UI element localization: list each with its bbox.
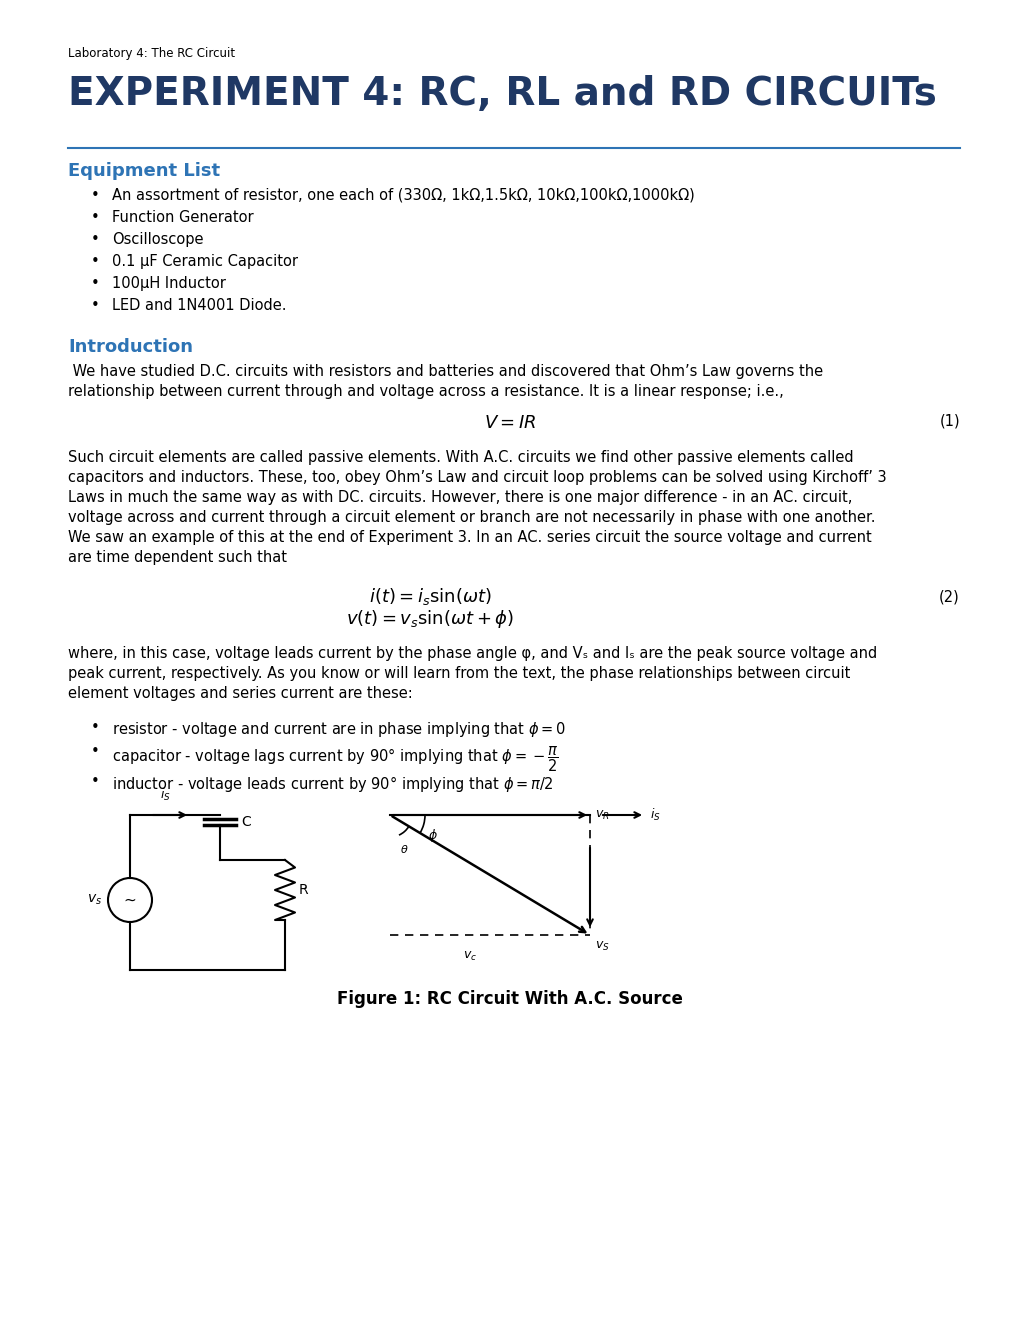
Text: $\mathit{v_S}$: $\mathit{v_S}$: [594, 940, 609, 953]
Text: •: •: [91, 298, 99, 313]
Text: relationship between current through and voltage across a resistance. It is a li: relationship between current through and…: [68, 384, 783, 399]
Text: $\phi$: $\phi$: [428, 828, 437, 843]
Text: resistor - voltage and current are in phase implying that $\phi = 0$: resistor - voltage and current are in ph…: [112, 719, 566, 739]
Text: $\mathit{i_S}$: $\mathit{i_S}$: [159, 787, 170, 803]
Text: peak current, respectively. As you know or will learn from the text, the phase r: peak current, respectively. As you know …: [68, 667, 850, 681]
Text: (1): (1): [938, 414, 959, 429]
Text: $\mathit{v_c}$: $\mathit{v_c}$: [463, 950, 477, 964]
Text: Laws in much the same way as with DC. circuits. However, there is one major diff: Laws in much the same way as with DC. ci…: [68, 490, 852, 506]
Text: •: •: [91, 210, 99, 224]
Text: Figure 1: RC Circuit With A.C. Source: Figure 1: RC Circuit With A.C. Source: [336, 990, 683, 1008]
Text: R: R: [299, 883, 309, 898]
Text: $V = IR$: $V = IR$: [483, 414, 536, 432]
Text: where, in this case, voltage leads current by the phase angle φ, and Vₛ and Iₛ a: where, in this case, voltage leads curre…: [68, 645, 876, 661]
Text: element voltages and series current are these:: element voltages and series current are …: [68, 686, 413, 701]
Text: Such circuit elements are called passive elements. With A.C. circuits we find ot: Such circuit elements are called passive…: [68, 450, 853, 465]
Text: Laboratory 4: The RC Circuit: Laboratory 4: The RC Circuit: [68, 48, 235, 59]
Text: LED and 1N4001 Diode.: LED and 1N4001 Diode.: [112, 298, 286, 313]
Text: Oscilloscope: Oscilloscope: [112, 232, 204, 247]
Text: 0.1 μF Ceramic Capacitor: 0.1 μF Ceramic Capacitor: [112, 253, 298, 269]
Text: are time dependent such that: are time dependent such that: [68, 550, 286, 565]
Text: $\mathit{v_R}$: $\mathit{v_R}$: [594, 808, 609, 821]
Text: •: •: [91, 276, 99, 290]
Text: We have studied D.C. circuits with resistors and batteries and discovered that O: We have studied D.C. circuits with resis…: [68, 364, 822, 379]
Text: •: •: [91, 744, 99, 759]
Text: 100μH Inductor: 100μH Inductor: [112, 276, 225, 290]
Text: inductor - voltage leads current by 90° implying that $\phi = \pi/2$: inductor - voltage leads current by 90° …: [112, 774, 553, 795]
Text: $v(t) = v_s\mathrm{sin}(\omega t + \phi)$: $v(t) = v_s\mathrm{sin}(\omega t + \phi)…: [345, 609, 514, 630]
Text: •: •: [91, 232, 99, 247]
Text: capacitor - voltage lags current by 90° implying that $\phi = -\dfrac{\pi}{2}$: capacitor - voltage lags current by 90° …: [112, 744, 557, 774]
Text: •: •: [91, 774, 99, 789]
Text: •: •: [91, 253, 99, 269]
Text: ~: ~: [123, 892, 137, 908]
Text: EXPERIMENT 4: RC, RL and RD CIRCUITs: EXPERIMENT 4: RC, RL and RD CIRCUITs: [68, 75, 936, 114]
Text: $\theta$: $\theta$: [399, 843, 409, 855]
Text: $\mathit{v_s}$: $\mathit{v_s}$: [87, 892, 102, 907]
Text: •: •: [91, 187, 99, 203]
Text: An assortment of resistor, one each of (330Ω, 1kΩ,1.5kΩ, 10kΩ,100kΩ,1000kΩ): An assortment of resistor, one each of (…: [112, 187, 694, 203]
Text: $\mathit{i_S}$: $\mathit{i_S}$: [649, 807, 660, 824]
Text: Function Generator: Function Generator: [112, 210, 254, 224]
Text: Introduction: Introduction: [68, 338, 193, 356]
Text: We saw an example of this at the end of Experiment 3. In an AC. series circuit t: We saw an example of this at the end of …: [68, 531, 871, 545]
Text: C: C: [240, 814, 251, 829]
Text: (2): (2): [938, 590, 959, 605]
Text: $i(t) = i_s\mathrm{sin}(\omega t)$: $i(t) = i_s\mathrm{sin}(\omega t)$: [368, 586, 491, 607]
Text: •: •: [91, 719, 99, 735]
Text: capacitors and inductors. These, too, obey Ohm’s Law and circuit loop problems c: capacitors and inductors. These, too, ob…: [68, 470, 886, 484]
Text: Equipment List: Equipment List: [68, 162, 220, 180]
Text: voltage across and current through a circuit element or branch are not necessari: voltage across and current through a cir…: [68, 510, 874, 525]
